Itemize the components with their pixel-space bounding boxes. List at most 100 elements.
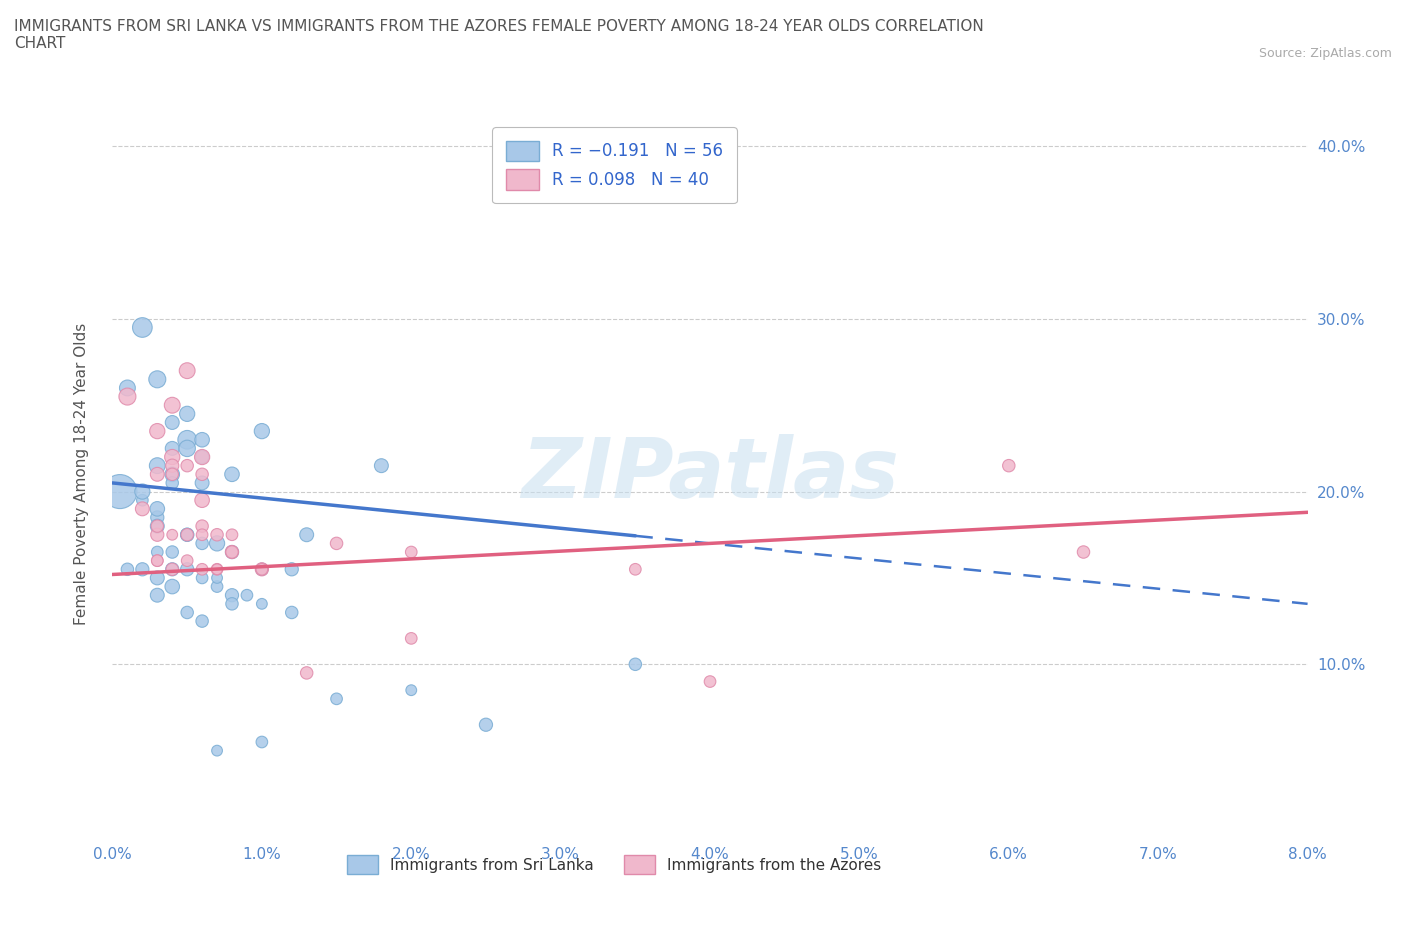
Point — [108, 485, 131, 499]
Point — [117, 380, 139, 395]
Point — [281, 605, 304, 620]
Point — [250, 562, 273, 577]
Point — [191, 527, 214, 542]
Point — [221, 596, 243, 611]
Point — [205, 743, 228, 758]
Point — [131, 501, 153, 516]
Point — [146, 458, 169, 473]
Point — [191, 614, 214, 629]
Point — [176, 458, 198, 473]
Point — [221, 545, 243, 560]
Point — [162, 449, 183, 464]
Point — [295, 666, 318, 681]
Point — [146, 501, 169, 516]
Point — [176, 527, 198, 542]
Point — [176, 527, 198, 542]
Point — [325, 536, 347, 551]
Point — [162, 579, 183, 594]
Point — [146, 553, 169, 568]
Point — [205, 562, 228, 577]
Point — [1073, 545, 1095, 560]
Point — [191, 570, 214, 585]
Point — [699, 674, 721, 689]
Point — [191, 449, 214, 464]
Point — [236, 588, 259, 603]
Point — [250, 424, 273, 439]
Point — [146, 553, 169, 568]
Point — [146, 372, 169, 387]
Point — [162, 545, 183, 560]
Point — [162, 467, 183, 482]
Point — [131, 320, 153, 335]
Point — [205, 527, 228, 542]
Point — [176, 406, 198, 421]
Point — [146, 424, 169, 439]
Point — [176, 553, 198, 568]
Point — [221, 527, 243, 542]
Point — [191, 562, 214, 577]
Point — [624, 657, 647, 671]
Point — [191, 432, 214, 447]
Point — [176, 527, 198, 542]
Point — [191, 536, 214, 551]
Point — [162, 398, 183, 413]
Point — [250, 596, 273, 611]
Point — [146, 527, 169, 542]
Point — [191, 519, 214, 534]
Point — [162, 562, 183, 577]
Point — [131, 485, 153, 499]
Point — [191, 493, 214, 508]
Point — [146, 545, 169, 560]
Point — [325, 691, 347, 706]
Point — [250, 562, 273, 577]
Point — [401, 683, 423, 698]
Point — [624, 562, 647, 577]
Point — [250, 562, 273, 577]
Point — [146, 519, 169, 534]
Point — [281, 562, 304, 577]
Point — [117, 389, 139, 404]
Text: Source: ZipAtlas.com: Source: ZipAtlas.com — [1258, 46, 1392, 60]
Point — [131, 562, 153, 577]
Point — [295, 527, 318, 542]
Point — [146, 588, 169, 603]
Point — [401, 545, 423, 560]
Point — [117, 562, 139, 577]
Point — [176, 364, 198, 379]
Point — [221, 545, 243, 560]
Point — [221, 588, 243, 603]
Legend: Immigrants from Sri Lanka, Immigrants from the Azores: Immigrants from Sri Lanka, Immigrants fr… — [342, 849, 887, 880]
Point — [162, 441, 183, 456]
Point — [205, 536, 228, 551]
Point — [191, 449, 214, 464]
Point — [146, 510, 169, 525]
Point — [205, 562, 228, 577]
Point — [162, 527, 183, 542]
Point — [401, 631, 423, 645]
Point — [176, 441, 198, 456]
Point — [370, 458, 392, 473]
Point — [191, 475, 214, 490]
Point — [205, 570, 228, 585]
Point — [162, 458, 183, 473]
Point — [146, 519, 169, 534]
Text: ZIPatlas: ZIPatlas — [522, 433, 898, 515]
Point — [191, 467, 214, 482]
Point — [146, 570, 169, 585]
Point — [205, 579, 228, 594]
Point — [162, 475, 183, 490]
Y-axis label: Female Poverty Among 18-24 Year Olds: Female Poverty Among 18-24 Year Olds — [75, 324, 89, 626]
Point — [176, 432, 198, 447]
Point — [250, 735, 273, 750]
Point — [131, 493, 153, 508]
Point — [176, 562, 198, 577]
Point — [146, 467, 169, 482]
Point — [998, 458, 1021, 473]
Point — [221, 545, 243, 560]
Point — [475, 717, 498, 732]
Point — [176, 605, 198, 620]
Text: IMMIGRANTS FROM SRI LANKA VS IMMIGRANTS FROM THE AZORES FEMALE POVERTY AMONG 18-: IMMIGRANTS FROM SRI LANKA VS IMMIGRANTS … — [14, 19, 984, 51]
Point — [162, 415, 183, 430]
Point — [162, 562, 183, 577]
Point — [162, 467, 183, 482]
